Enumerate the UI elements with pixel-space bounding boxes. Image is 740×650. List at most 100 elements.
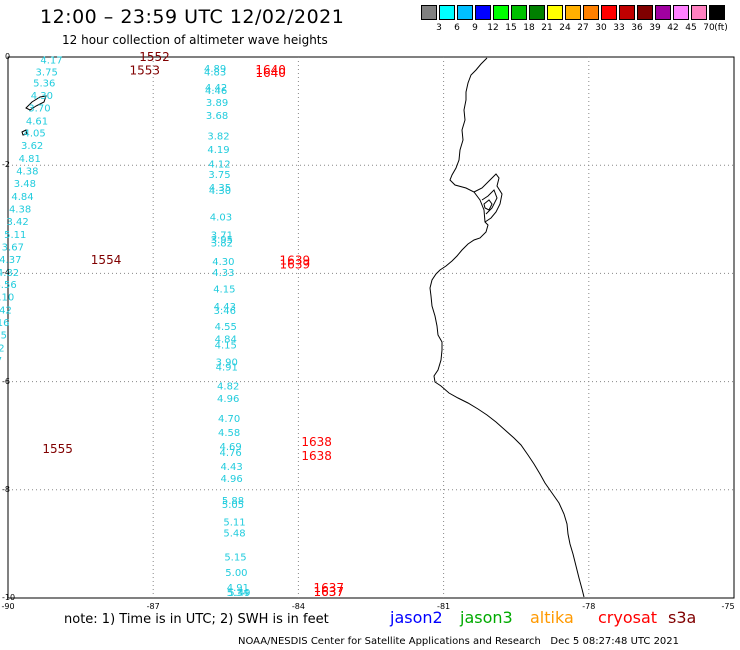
colorbar-label: 27 [577,23,589,33]
units-note: note: 1) Time is in UTC; 2) SWH is in fe… [64,612,329,627]
wave-height-value: 4.27 [0,356,2,367]
generated-timestamp: Dec 5 08:27:48 UTC 2021 [550,636,680,647]
colorbar-label: 33 [613,23,625,33]
wave-height-value: 4.83 [204,68,226,79]
wave-height-value: 5.36 [33,78,55,89]
colorbar-swatch [565,5,581,20]
colorbar-label: 15 [505,23,517,33]
legend-altika: altika [530,608,574,627]
legend-jason2: jason2 [390,608,443,627]
wave-height-value: 5.88 [222,496,244,507]
puna-island [483,199,493,211]
colorbar-swatch [529,5,545,20]
wave-height-value: 4.58 [218,428,240,439]
colorbar-swatch [655,5,671,20]
colorbar-label: 12 [487,23,499,33]
gulf-of-guayaquil [473,173,503,223]
wave-height-value: 3.82 [207,131,229,142]
wave-height-value: 4.35 [0,331,7,342]
pass-time-label: 1640 [255,66,286,80]
colorbar-swatch [601,5,617,20]
wave-height-value: 3.70 [28,103,50,114]
wave-height-value: 4.30 [31,91,53,102]
wave-height-value: 4.96 [217,394,239,405]
colorbar-label: 70 [703,23,715,33]
colorbar-swatch [475,5,491,20]
wave-height-value: 3.89 [206,98,228,109]
colorbar-label: 24 [559,23,571,33]
wave-height-value: 4.38 [16,167,38,178]
colorbar-swatch [583,5,599,20]
wave-height-value: 5.49 [228,588,250,599]
pass-time-label: 1640 [255,63,286,77]
wave-height-value: 4.76 [219,448,241,459]
wave-height-value: 4.19 [207,145,229,156]
map-title: 12:00 – 23:59 UTC 12/02/2021 [40,6,345,28]
map-frame [7,56,735,599]
colorbar-label: 45 [685,23,697,33]
wave-height-value: 4.55 [215,322,237,333]
wave-height-value: 4.96 [220,474,242,485]
latitude-tick-label: -6 [2,376,10,386]
legend-s3a: s3a [668,608,697,627]
wave-height-value: 3.82 [211,239,233,250]
longitude-tick-label: -75 [721,602,735,611]
wave-height-value: 4.84 [11,192,33,203]
colorbar-swatch [439,5,455,20]
pass-time-label: 1639 [280,253,311,267]
colorbar-swatch [709,5,725,20]
wave-height-value: 4.37 [0,255,22,266]
longitude-tick-label: -90 [1,602,15,611]
colorbar-label: 3 [436,23,442,33]
pass-time-label: 1637 [313,585,344,599]
wave-height-value: 4.30 [212,257,234,268]
wave-height-value: 4.15 [215,340,237,351]
colorbar-swatch [619,5,635,20]
latitude-tick-label: -10 [2,593,16,602]
wave-height-value: 4.46 [205,86,227,97]
credit-line: NOAA/NESDIS Center for Satellite Applica… [238,636,679,647]
wave-height-value: 5.42 [0,306,12,317]
wave-height-value: 4.03 [210,213,232,224]
coastline [21,57,585,598]
coastline-path [429,57,585,598]
colorbar-label: 6 [454,23,460,33]
credit-text: NOAA/NESDIS Center for Satellite Applica… [238,636,541,647]
pass-time-label: 1639 [280,258,311,272]
longitude-tick-label: -81 [437,602,451,611]
wave-height-value: 5.00 [225,568,247,579]
wave-height-value: 5.11 [4,230,26,241]
colorbar-swatch [691,5,707,20]
latitude-tick-label: 0 [5,52,11,61]
pass-time-label: 1638 [301,435,332,449]
wave-height-value: 3.71 [211,230,233,241]
wave-height-value: 4.84 [215,334,237,345]
wave-height-value: 5.05 [222,500,244,511]
wave-height-value: 5.48 [223,529,245,540]
colorbar-label: 18 [523,23,535,33]
wave-height-value: 4.82 [0,268,19,279]
wave-height-value: 4.42 [205,83,227,94]
lat-lon-grid [8,57,734,598]
s3a-track-values: 4.173.755.36 4.303.70 4.61 4.053.62 4.81 4.38… [0,56,63,367]
wave-height-value: 4.02 [0,344,5,355]
wave-height-value: 3.42 [7,217,29,228]
colorbar-label: 39 [649,23,661,33]
colorbar-label: 9 [472,23,478,33]
wave-height-value: 4.38 [9,204,31,215]
wave-height-value: 3.75 [208,170,230,181]
wave-height-value: 4.82 [217,381,239,392]
wave-height-value: 4.89 [204,64,226,75]
colorbar-swatch [637,5,653,20]
latitude-tick-label: -8 [2,484,10,494]
wave-height-value: 3.48 [14,179,36,190]
colorbar-label: 36 [631,23,643,33]
pass-time-label: 1555 [42,442,73,456]
wave-height-value: 3.46 [214,306,236,317]
colorbar-unit: (ft) [714,23,728,33]
latitude-tick-label: -2 [2,160,10,170]
pass-time-label: 1554 [91,253,122,267]
pass-time-label: 1638 [301,449,332,463]
pass-time-label: 1637 [313,585,344,599]
